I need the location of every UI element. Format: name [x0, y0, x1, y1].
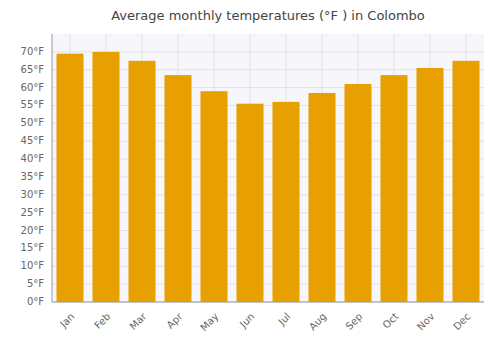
x-tick-label: Jun — [237, 311, 257, 331]
chart-container: 0°F 5°F 10°F 15°F 20°F 25°F 30°F 35°F 40°F 45°F 50… — [0, 0, 500, 350]
x-tick-label: Jan — [57, 311, 76, 330]
y-tick-label: 70°F — [21, 46, 45, 57]
y-tick-label: 65°F — [21, 64, 45, 75]
y-tick-label: 60°F — [21, 82, 45, 93]
y-axis-line — [52, 34, 53, 302]
y-tick-label: 50°F — [21, 117, 45, 128]
x-tick-label: Oct — [380, 311, 400, 331]
x-axis-line — [52, 302, 484, 303]
bars — [57, 52, 480, 302]
bar — [237, 104, 264, 302]
y-tick-label: 30°F — [21, 189, 45, 200]
x-tick-label: Jul — [275, 311, 292, 328]
x-tick-label: May — [198, 311, 220, 333]
bar — [417, 68, 444, 302]
y-tick-label: 20°F — [21, 225, 45, 236]
x-axis: Jan Feb Mar Apr May Jun Jul Aug Sep Oct Nov Dec — [57, 310, 472, 333]
bar — [57, 54, 84, 302]
bar — [129, 61, 156, 302]
title: Average monthly temperatures (°F ) in Co… — [111, 8, 425, 23]
chart: 0°F 5°F 10°F 15°F 20°F 25°F 30°F 35°F 40°F 45°F 50… — [0, 0, 500, 350]
y-grid-line — [52, 302, 484, 303]
bar — [345, 84, 372, 302]
x-tick-label: Mar — [127, 310, 149, 332]
y-tick-label: 15°F — [21, 242, 45, 253]
x-tick-label: Aug — [307, 311, 329, 333]
x-tick-label: Feb — [92, 311, 112, 331]
y-axis: 0°F 5°F 10°F 15°F 20°F 25°F 30°F 35°F 40°F 45°F 50… — [21, 46, 45, 307]
bar — [165, 75, 192, 302]
bar — [453, 61, 480, 302]
x-tick-label: Apr — [164, 310, 185, 331]
y-tick-label: 5°F — [27, 278, 44, 289]
bar — [273, 102, 300, 302]
grid — [52, 34, 484, 302]
bar — [381, 75, 408, 302]
y-tick-label: 45°F — [21, 135, 45, 146]
plot-background — [52, 34, 484, 302]
x-tick-label: Dec — [451, 311, 472, 332]
bar — [201, 91, 228, 302]
y-tick-label: 40°F — [21, 153, 45, 164]
y-tick-label: 25°F — [21, 207, 45, 218]
bar — [93, 52, 120, 302]
page: {"chart_data": {"type": "bar", "title": … — [0, 0, 500, 350]
y-tick-label: 35°F — [21, 171, 45, 182]
y-tick-label: 0°F — [27, 296, 44, 307]
bar — [309, 93, 336, 302]
y-tick-label: 55°F — [21, 99, 45, 110]
x-tick-label: Sep — [343, 311, 364, 332]
y-tick-label: 10°F — [21, 260, 45, 271]
x-tick-label: Nov — [415, 311, 437, 333]
